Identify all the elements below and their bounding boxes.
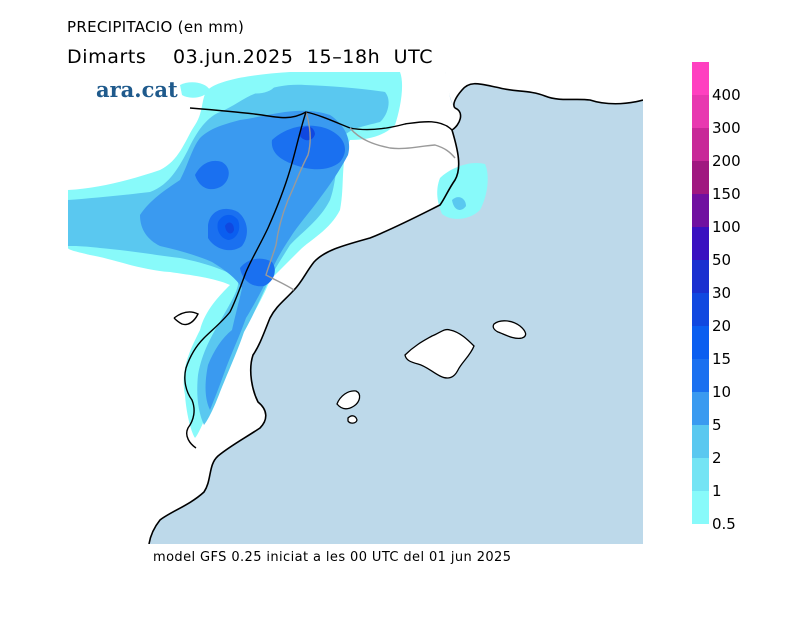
legend-swatch-300 [692,95,709,128]
ara-cat-logo: ara.cat [96,77,178,102]
precipitation-field [68,72,488,438]
legend-label-150: 150 [712,185,741,203]
model-caption: model GFS 0.25 iniciat a les 00 UTC del … [153,550,512,565]
legend-label-5: 5 [712,416,722,434]
legend-swatch-1 [692,458,709,491]
legend-swatch-50 [692,227,709,260]
legend-label-200: 200 [712,152,741,170]
menorca [492,320,527,340]
legend-label-20: 20 [712,317,732,335]
legend-swatch-15 [692,326,709,359]
formentera [347,415,358,424]
legend-swatch-30 [692,260,709,293]
france-land [445,72,643,108]
legend-label-50: 50 [712,251,732,269]
legend-swatch-20 [692,293,709,326]
legend-swatch-5 [692,392,709,425]
legend-label-400: 400 [712,86,741,104]
legend-label-300: 300 [712,119,741,137]
france-coastline [453,82,643,109]
mallorca [404,328,475,379]
inland-border [173,311,199,326]
legend-label-15: 15 [712,350,732,368]
legend-label-2: 2 [712,449,722,467]
ibiza [336,390,361,410]
legend-swatch-100 [692,194,709,227]
legend-swatch-200 [692,128,709,161]
map-date-range: Dimarts 03.jun.2025 15–18h UTC [67,46,434,68]
legend-swatch-150 [692,161,709,194]
legend-label-100: 100 [712,218,741,236]
aragon-border [245,111,307,273]
legend-swatch-0.5 [692,491,709,524]
legend-label-0.5: 0.5 [712,515,736,533]
coastline [148,107,462,544]
legend-label-30: 30 [712,284,732,302]
legend-label-1: 1 [712,482,722,500]
legend-swatch-400 [692,62,709,95]
catalonia-border [265,111,456,291]
valencia-border [184,271,247,449]
legend-swatch-10 [692,359,709,392]
legend-swatch-2 [692,425,709,458]
france-spain-border [189,107,453,131]
map-title: PRECIPITACIO (en mm) [67,18,245,36]
legend-label-10: 10 [712,383,732,401]
precipitation-legend: 400 300 200 150 100 50 30 20 15 10 5 2 1 0.5 [692,62,782,532]
